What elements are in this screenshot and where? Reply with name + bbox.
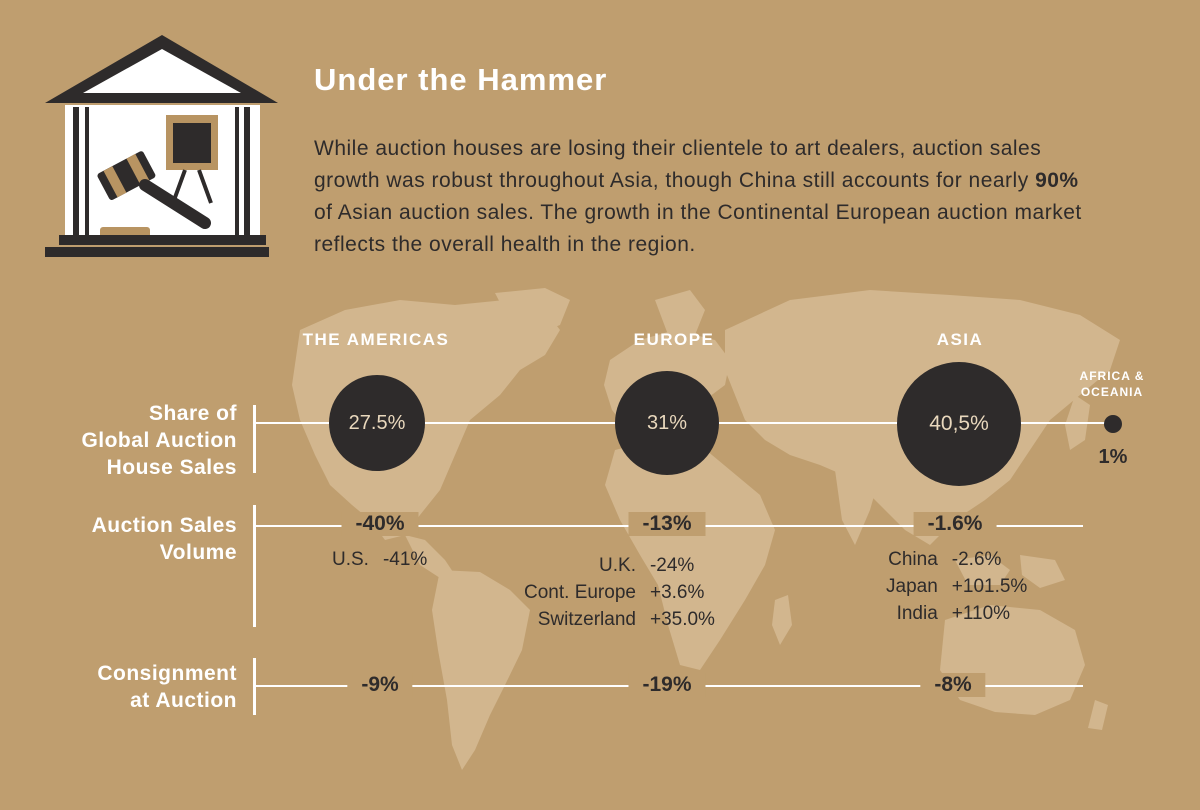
intro-text-part2: of Asian auction sales. The growth in th… xyxy=(314,201,1082,256)
row-label-consignment-line2: at Auction xyxy=(130,689,237,712)
detail-key: Switzerland xyxy=(537,609,636,630)
share-circle-europe: 31% xyxy=(615,371,719,475)
volume-value-asia: -1.6% xyxy=(913,512,997,536)
detail-row: U.S. -41% xyxy=(332,546,427,573)
row-label-consignment-line1: Consignment xyxy=(97,662,237,685)
share-circle-asia: 40,5% xyxy=(897,362,1021,486)
share-dot-africa xyxy=(1104,415,1122,433)
row-consignment-bar xyxy=(253,658,256,715)
consignment-value-asia: -8% xyxy=(920,673,986,697)
row-label-share-line3: House Sales xyxy=(106,456,237,479)
detail-row: Cont. Europe +3.6% xyxy=(524,579,715,606)
intro-text: While auction houses are losing their cl… xyxy=(314,133,1094,261)
row-label-volume-line2: Volume xyxy=(159,541,237,564)
detail-value: -2.6% xyxy=(951,549,1002,570)
region-africa-line1: AFRICA & xyxy=(1079,369,1145,383)
row-label-share: Share of Global Auction House Sales xyxy=(81,400,237,481)
consignment-value-europe: -19% xyxy=(628,673,706,697)
row-label-share-line2: Global Auction xyxy=(81,429,237,452)
row-label-consignment: Consignment at Auction xyxy=(97,660,237,714)
volume-details-asia: China -2.6% Japan +101.5% India +110% xyxy=(886,546,1027,627)
row-label-volume: Auction Sales Volume xyxy=(92,512,237,566)
detail-row: India +110% xyxy=(886,600,1027,627)
page-title: Under the Hammer xyxy=(314,62,608,97)
detail-key: China xyxy=(888,549,938,570)
volume-details-europe: U.K. -24% Cont. Europe +3.6% Switzerland +3… xyxy=(524,552,715,633)
detail-key: India xyxy=(896,603,938,624)
auction-house-icon xyxy=(45,35,278,257)
row-label-share-line1: Share of xyxy=(148,402,237,425)
volume-details-americas: U.S. -41% xyxy=(332,546,427,573)
detail-key: U.K. xyxy=(599,555,636,576)
volume-value-europe: -13% xyxy=(628,512,706,536)
detail-value: +3.6% xyxy=(649,582,705,603)
volume-value-americas: -40% xyxy=(341,512,419,536)
detail-key: U.S. xyxy=(332,549,369,570)
region-europe: EUROPE xyxy=(633,330,715,349)
detail-value: +101.5% xyxy=(951,576,1028,597)
detail-row: Switzerland +35.0% xyxy=(524,606,715,633)
region-africa-line2: OCEANIA xyxy=(1080,385,1144,399)
detail-value: -24% xyxy=(649,555,695,576)
detail-row: Japan +101.5% xyxy=(886,573,1027,600)
detail-key: Japan xyxy=(886,576,938,597)
region-africa-oceania: AFRICA & OCEANIA xyxy=(1067,368,1157,400)
share-circle-americas: 27.5% xyxy=(329,375,425,471)
detail-value: -41% xyxy=(382,549,428,570)
row-label-volume-line1: Auction Sales xyxy=(91,514,237,537)
detail-value: +110% xyxy=(951,603,1011,624)
region-americas: THE AMERICAS xyxy=(302,330,450,349)
intro-text-part1: While auction houses are losing their cl… xyxy=(314,137,1042,192)
consignment-value-americas: -9% xyxy=(347,673,413,697)
region-asia: ASIA xyxy=(936,330,984,349)
row-volume-bar xyxy=(253,505,256,627)
detail-row: U.K. -24% xyxy=(524,552,715,579)
detail-key: Cont. Europe xyxy=(524,582,636,603)
share-value-africa: 1% xyxy=(1098,446,1128,468)
row-share-bar xyxy=(253,405,256,473)
intro-text-bold: 90% xyxy=(1035,169,1079,192)
detail-row: China -2.6% xyxy=(886,546,1027,573)
detail-value: +35.0% xyxy=(649,609,715,630)
